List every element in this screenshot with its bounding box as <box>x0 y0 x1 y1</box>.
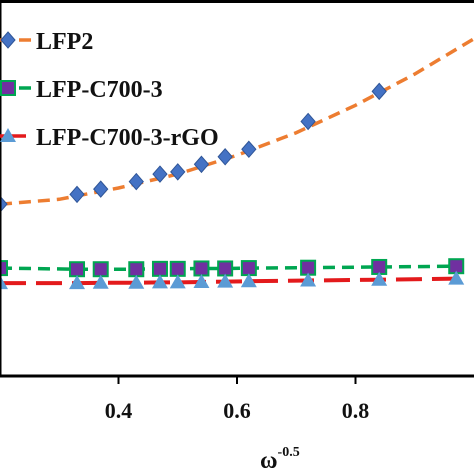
data-point <box>448 270 465 285</box>
data-point <box>371 271 388 286</box>
data-point <box>0 275 8 290</box>
legend: LFP2 LFP-C700-3 LFP-C700-3-rGO <box>0 29 219 151</box>
data-point <box>169 274 186 289</box>
series-line <box>0 37 474 206</box>
legend-label: LFP-C700-3-rGO <box>36 125 219 151</box>
x-tick-label: 0.8 <box>342 398 370 423</box>
x-tick-label: 0.4 <box>105 398 133 423</box>
x-ticks: 0.4 0.6 0.8 <box>105 376 370 423</box>
data-point <box>92 274 109 289</box>
data-point <box>371 82 387 101</box>
data-point <box>193 274 210 288</box>
data-point <box>151 274 168 289</box>
data-point <box>217 148 233 166</box>
data-point <box>69 261 86 278</box>
series-0 <box>0 37 474 213</box>
data-point <box>300 112 316 131</box>
data-point <box>92 261 109 278</box>
data-point <box>217 273 234 288</box>
data-point <box>128 172 144 191</box>
data-point <box>69 275 86 290</box>
series-layer <box>0 37 474 290</box>
legend-label: LFP2 <box>36 29 93 55</box>
legend-marker <box>0 31 16 49</box>
data-point <box>193 155 210 174</box>
legend-entry-2: LFP-C700-3-rGO <box>0 125 219 151</box>
legend-marker <box>0 128 16 142</box>
data-point <box>193 260 210 277</box>
data-point <box>0 195 8 213</box>
data-point <box>0 260 8 277</box>
data-point <box>217 260 234 277</box>
data-point <box>170 163 186 181</box>
data-point <box>241 140 257 159</box>
series-2 <box>0 270 465 290</box>
data-point <box>240 273 257 288</box>
data-point <box>169 260 186 277</box>
legend-marker <box>0 80 16 96</box>
legend-entry-1: LFP-C700-3 <box>0 77 163 103</box>
data-point <box>240 260 257 277</box>
legend-entry-0: LFP2 <box>0 29 93 55</box>
series-1 <box>0 258 465 278</box>
x-tick-label: 0.6 <box>223 398 251 423</box>
data-point <box>128 261 145 278</box>
legend-label: LFP-C700-3 <box>36 77 163 103</box>
data-point <box>69 185 85 204</box>
x-axis-title-base: ω <box>260 448 278 474</box>
x-axis-title: ω-0.5 <box>260 445 300 474</box>
data-point <box>300 272 317 287</box>
data-point <box>128 274 145 289</box>
data-point <box>152 165 168 183</box>
x-axis-title-superscript: -0.5 <box>278 445 300 460</box>
data-point <box>151 260 168 277</box>
data-point <box>93 180 109 198</box>
